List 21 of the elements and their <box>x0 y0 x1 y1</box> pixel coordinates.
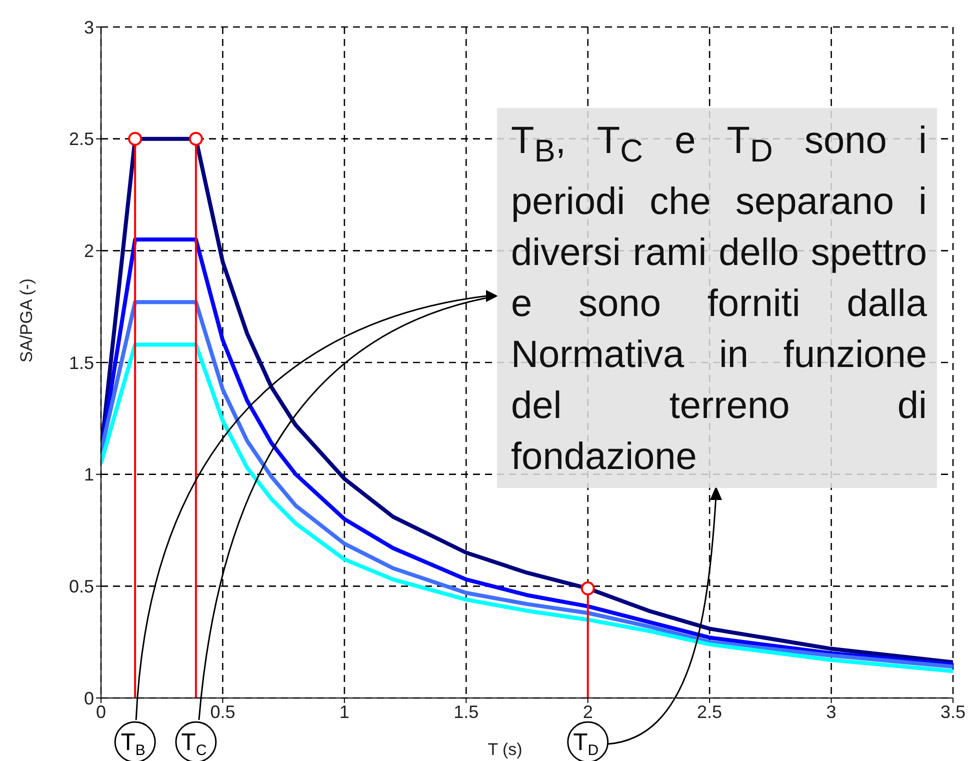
y-tick-label: 3 <box>84 17 94 38</box>
x-tick-label: 1.5 <box>454 702 479 722</box>
y-tick-label: 0.5 <box>68 576 94 597</box>
y-tick-label: 2.5 <box>68 129 94 150</box>
y-axis-title: SA/PGA (-) <box>17 278 36 362</box>
x-tick-label: 3.5 <box>940 702 966 722</box>
x-tick-label: 2 <box>582 702 593 722</box>
y-tick-label: 1 <box>84 464 94 485</box>
text: T$_{B}$, T$_{C}$ e T$_{D}$ sono i periodi che separano i diversi rami dello spettro e sono forniti dalla Normativa in funzione del terreno di fondazione <box>511 120 927 478</box>
x-axis-title: T (s) <box>488 740 522 759</box>
x-tick-label: 2.5 <box>697 702 722 722</box>
y-tick-label: 1.5 <box>68 352 94 373</box>
annotation: T$_{C}$ <box>181 729 207 758</box>
line-series <box>101 237 953 666</box>
y-tick-label: 0 <box>84 688 94 708</box>
annotation: T$_{B}$ <box>120 729 146 758</box>
x-tick-label: 3 <box>826 702 836 722</box>
y-tick-label: 2 <box>84 241 94 262</box>
x-tick-label: 0.5 <box>210 702 236 722</box>
annotation: T$_{D}$ <box>573 729 599 758</box>
x-tick-label: 1 <box>339 702 350 722</box>
